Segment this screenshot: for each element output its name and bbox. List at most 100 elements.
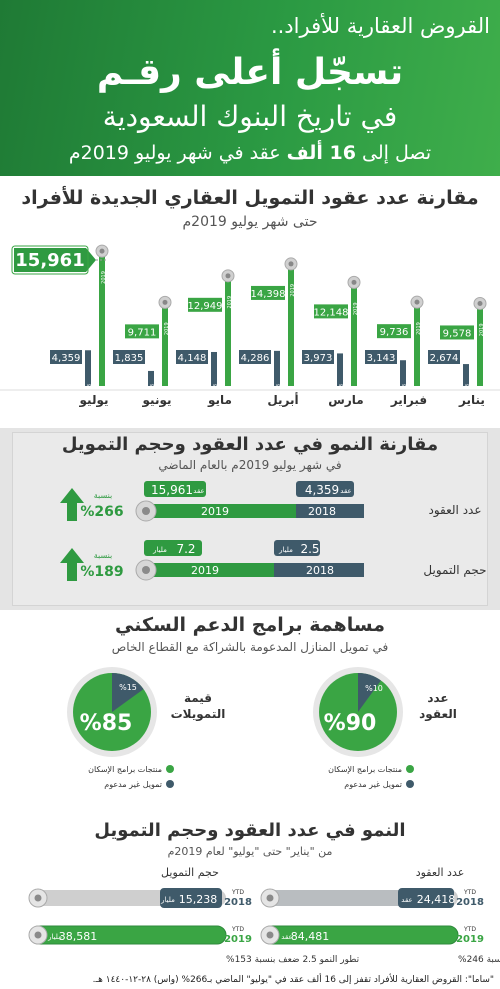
pie-label: العقود bbox=[419, 707, 457, 722]
data-label-2019: 9,711 bbox=[128, 327, 157, 338]
year-2019: 2019 bbox=[191, 564, 219, 577]
ytd-tag: YTD bbox=[463, 889, 476, 896]
category-label: يناير bbox=[458, 393, 485, 407]
bar-cap-dot bbox=[477, 300, 483, 306]
ytd-tag: YTD bbox=[231, 926, 244, 933]
data-label-2018: 4,148 bbox=[178, 353, 207, 364]
bar-2018 bbox=[296, 504, 364, 518]
header-headline: تسجّل أعلى رقـم bbox=[96, 52, 404, 93]
data-label-2018: 1,835 bbox=[115, 353, 144, 364]
value-box-2019 bbox=[440, 325, 474, 340]
year-2019-label: 2019 bbox=[101, 271, 107, 284]
data-label-2019: 12,148 bbox=[314, 307, 349, 318]
section3-title: مساهمة برامج الدعم السكني bbox=[115, 614, 385, 636]
year-2019-label: 2019 bbox=[353, 302, 359, 315]
data-label-2019: 9,736 bbox=[380, 327, 409, 338]
header-banner: القروض العقارية للأفراد.. تسجّل أعلى رقـ… bbox=[0, 0, 500, 176]
pie-slice-unsupported bbox=[112, 673, 144, 712]
category-label: مارس bbox=[328, 393, 363, 407]
legend-unsupported: تمويل غير مدعوم bbox=[104, 780, 162, 789]
year-2018: 2018 bbox=[224, 897, 252, 908]
section2-title: مقارنة النمو في عدد العقود وحجم التمويل bbox=[61, 434, 439, 455]
chart-marks: 201920189,5782,674يناير201920189,7363,14… bbox=[0, 244, 500, 408]
header-line3: في تاريخ البنوك السعودية bbox=[102, 100, 398, 133]
header-line4: تصل إلى 16 ألف عقد في شهر يوليو 2019م bbox=[68, 142, 432, 164]
support-pies: %90 %10 عدد العقود منتجات برامج الإسكان … bbox=[67, 667, 457, 789]
bar-cap-dot bbox=[162, 299, 168, 305]
row-label: عدد العقود bbox=[428, 503, 481, 518]
bar-cap-dot bbox=[414, 299, 420, 305]
pct-label: بنسبة bbox=[94, 551, 112, 560]
pct-label: بنسبة bbox=[94, 491, 112, 500]
data-label-2018: 3,973 bbox=[304, 353, 333, 364]
unit: مليار bbox=[47, 933, 62, 941]
source-footer: "ساما": القروض العقارية للأفراد تقفز إلى… bbox=[92, 975, 494, 985]
pie-slice-unsupported bbox=[358, 673, 381, 712]
category-label: يوليو bbox=[79, 393, 109, 408]
year-2019-label: 2019 bbox=[416, 322, 422, 335]
unit: مليار bbox=[160, 896, 175, 904]
ytd-growth: عدد العقود 24,418 عقد YTD 2018 84,481 عق… bbox=[28, 866, 500, 965]
value-2019: 84,481 bbox=[291, 930, 330, 943]
block-title: حجم التمويل bbox=[161, 866, 219, 879]
legend-unsupported: تمويل غير مدعوم bbox=[344, 780, 402, 789]
unit: عقد bbox=[401, 896, 412, 904]
value-box-2018 bbox=[239, 350, 271, 364]
category-label: مايو bbox=[207, 393, 232, 408]
data-label-2018: 4,286 bbox=[241, 353, 270, 364]
category-label: فبراير bbox=[390, 393, 427, 407]
value-2018: 2.5 bbox=[300, 542, 319, 556]
value-box-2019 bbox=[314, 304, 348, 319]
value-2018: 24,418 bbox=[417, 893, 456, 906]
pie-small-value: %10 bbox=[365, 684, 383, 693]
bar-2018 bbox=[85, 350, 91, 386]
data-label-2019: 14,398 bbox=[251, 289, 286, 300]
highlight-value: 15,961 bbox=[15, 250, 84, 271]
bar-2018 bbox=[400, 360, 406, 386]
section1-subtitle: حتى شهر يوليو 2019م bbox=[182, 214, 318, 230]
year-2019-label: 2019 bbox=[164, 322, 170, 335]
pct-value: %266 bbox=[80, 504, 123, 520]
year-2018: 2018 bbox=[456, 897, 484, 908]
section3-subtitle: في تمويل المنازل المدعومة بالشراكة مع ال… bbox=[111, 640, 389, 654]
bar-2018 bbox=[211, 351, 217, 386]
ytd-contracts: عدد العقود 24,418 عقد YTD 2018 84,481 عق… bbox=[260, 866, 500, 965]
value-2019: 15,961 bbox=[151, 483, 193, 497]
year-2019-label: 2019 bbox=[290, 284, 296, 297]
growth-row-volume: حجم التمويل 2019 2018 2.5 مليار 7.2 مليا… bbox=[60, 540, 487, 581]
bar-2019 bbox=[351, 286, 357, 386]
data-label-2018: 2,674 bbox=[430, 353, 459, 364]
pie-contracts: %90 %10 عدد العقود منتجات برامج الإسكان … bbox=[313, 667, 457, 789]
data-label-2018: 3,143 bbox=[367, 353, 396, 364]
ytd-tag: YTD bbox=[231, 889, 244, 896]
bar-2019 bbox=[225, 279, 231, 386]
pie-label: التمويلات bbox=[171, 707, 226, 722]
block-title: عدد العقود bbox=[416, 866, 465, 879]
bar-cap-dot bbox=[351, 279, 357, 285]
year-2019-label: 2019 bbox=[227, 296, 233, 309]
bar-cap-dot bbox=[99, 248, 105, 254]
unit-2019: مليار bbox=[152, 546, 167, 554]
up-arrow-icon bbox=[60, 548, 84, 581]
year-2018: 2018 bbox=[306, 564, 334, 577]
category-label: يونيو bbox=[142, 393, 172, 408]
year-2019: 2019 bbox=[224, 934, 252, 945]
growth-note: تطور النمو 3.4 ضعف بنسبة 246% bbox=[458, 955, 500, 965]
up-arrow-icon bbox=[60, 488, 84, 521]
section4-title: النمو في عدد العقود وحجم التمويل bbox=[94, 820, 406, 841]
section4-subtitle: من "يناير" حتى "يوليو" لعام 2019م bbox=[167, 845, 333, 858]
value-box-2018 bbox=[176, 350, 208, 364]
value-2018: 15,238 bbox=[179, 893, 218, 906]
category-label: أبريل bbox=[267, 392, 298, 407]
value-box-2018 bbox=[113, 350, 145, 364]
value-2019: 7.2 bbox=[176, 542, 195, 556]
value-box-2018 bbox=[50, 350, 82, 364]
growth-bars: عدد العقود 2019 2018 4,359 عقد 15,961 عق… bbox=[60, 481, 487, 581]
year-2019: 2019 bbox=[456, 934, 484, 945]
unit-2018: عقد bbox=[340, 487, 351, 495]
pie-small-value: %15 bbox=[119, 683, 137, 692]
value-box-2019 bbox=[377, 324, 411, 339]
header-line1: القروض العقارية للأفراد.. bbox=[270, 14, 490, 38]
bar-2019 bbox=[288, 267, 294, 386]
value-2019: 38,581 bbox=[59, 930, 98, 943]
